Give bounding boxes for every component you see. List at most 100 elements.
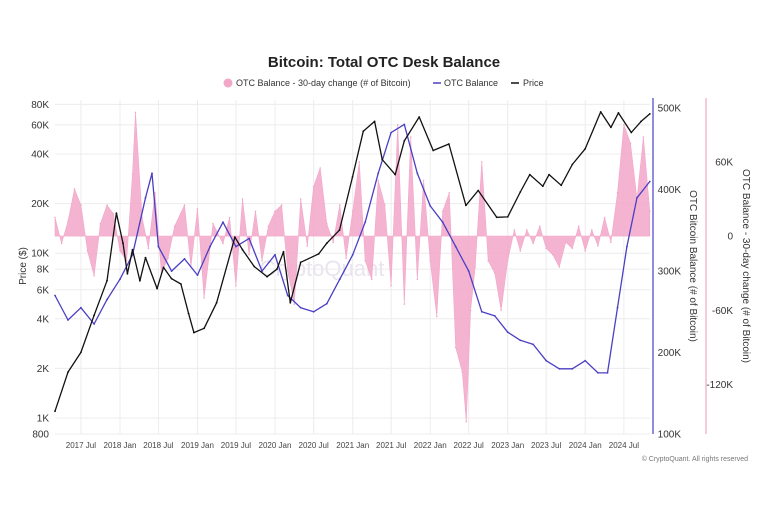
otc-change-point [577, 225, 580, 227]
price-tick-label: 800 [32, 430, 49, 441]
otc-balance-point [209, 245, 211, 248]
price-point [253, 265, 256, 268]
otc-change-point [642, 136, 645, 138]
otc-change-point [241, 198, 244, 200]
otc-change-point [558, 266, 561, 268]
otc-balance-point [545, 359, 548, 362]
otc-balance-point [119, 278, 121, 281]
otc-balance-axis-label: OTC Bitcoin Balance (# of Bitcoin) [687, 190, 698, 342]
otc-change-tick-label: -120K [706, 380, 733, 391]
price-point [519, 191, 522, 193]
x-axis-ticks: 2017 Jul 2018 Jan 2018 Jul 2019 Jan 2019 Jul… [66, 441, 639, 450]
otc-change-point [506, 260, 509, 262]
otc-balance-point [170, 270, 173, 272]
x-tick-label: 2023 Jan [491, 441, 524, 450]
otc-balance-tick-label: 200K [658, 348, 682, 359]
otc-balance-point [54, 294, 56, 297]
otc-change-point [416, 278, 419, 281]
price-tick-label: 20K [31, 199, 49, 210]
price-point [162, 266, 165, 269]
otc-balance-point [616, 306, 619, 309]
otc-balance-tick-label: 100K [658, 430, 682, 441]
otc-change-point [591, 229, 593, 231]
otc-balance-point [584, 359, 587, 362]
otc-balance-point [151, 172, 153, 175]
otc-balance-point [235, 245, 237, 248]
otc-change-area [54, 111, 651, 423]
otc-balance-point [364, 221, 367, 224]
otc-change-point [384, 204, 386, 206]
price-tick-label: 60K [31, 120, 49, 131]
price-point [506, 216, 509, 218]
price-point [180, 283, 182, 285]
x-tick-label: 2021 Jan [336, 441, 369, 450]
x-tick-label: 2020 Jan [259, 441, 292, 450]
otc-change-point [203, 297, 205, 299]
price-point [541, 185, 544, 188]
otc-balance-point [648, 180, 651, 183]
x-tick-label: 2019 Jan [181, 441, 214, 450]
otc-balance-point [80, 306, 82, 309]
price-tick-label: 1K [37, 414, 50, 425]
price-point [338, 229, 341, 232]
otc-balance-point [286, 294, 289, 297]
otc-balance-point [454, 245, 457, 248]
otc-change-point [500, 309, 502, 312]
otc-change-point [167, 257, 169, 260]
otc-change-point [183, 204, 186, 206]
otc-balance-point [377, 172, 380, 175]
otc-change-point [422, 179, 425, 182]
otc-change-tick-label: -60K [712, 306, 733, 317]
otc-balance-point [416, 172, 419, 175]
otc-change-point [154, 192, 156, 194]
price-point [560, 184, 563, 187]
price-point [640, 120, 642, 123]
otc-change-point [293, 303, 296, 305]
otc-balance-point [480, 310, 483, 313]
otc-balance-point [626, 245, 628, 248]
otc-change-point [131, 173, 134, 175]
otc-balance-point [248, 237, 251, 240]
otc-balance-point [325, 302, 328, 305]
otc-balance-point [532, 343, 535, 346]
otc-change-point [339, 204, 341, 206]
otc-balance-point [519, 339, 522, 342]
otc-change-point [623, 123, 625, 126]
price-point [203, 327, 206, 330]
price-point [317, 253, 320, 255]
otc-change-point [326, 222, 328, 225]
otc-change-point [441, 210, 444, 213]
x-tick-label: 2022 Jul [454, 441, 484, 450]
otc-change-point [364, 260, 367, 262]
price-point [282, 250, 285, 253]
otc-change-point [86, 250, 89, 252]
x-tick-label: 2017 Jul [66, 441, 96, 450]
otc-change-point [93, 274, 95, 277]
otc-change-point [519, 250, 522, 252]
otc-balance-point [222, 221, 224, 224]
otc-change-point [312, 185, 315, 188]
price-point [67, 371, 69, 373]
price-point [432, 149, 435, 152]
otc-change-point [80, 204, 82, 206]
legend-item-price[interactable]: Price [511, 78, 544, 88]
price-point [299, 261, 302, 264]
legend-item-otc-balance[interactable]: OTC Balance [433, 78, 498, 88]
otc-change-point [267, 225, 270, 227]
otc-change-point [448, 192, 451, 194]
otc-balance-point [67, 319, 69, 321]
price-point [126, 272, 129, 275]
price-point [115, 212, 118, 215]
otc-balance-axis-ticks: 500K 400K 300K 200K 100K [658, 104, 682, 441]
legend-item-otc-change[interactable]: OTC Balance - 30-day change (# of Bitcoi… [223, 78, 411, 88]
price-point [139, 279, 141, 282]
otc-change-point [345, 257, 347, 260]
otc-change-point [147, 247, 150, 250]
x-tick-label: 2018 Jul [143, 441, 173, 450]
otc-change-point [494, 272, 496, 275]
otc-balance-point [571, 367, 574, 370]
otc-change-point [358, 161, 361, 163]
price-axis-label: Price ($) [18, 247, 29, 285]
otc-balance-point [351, 253, 354, 256]
otc-change-point [461, 371, 464, 373]
